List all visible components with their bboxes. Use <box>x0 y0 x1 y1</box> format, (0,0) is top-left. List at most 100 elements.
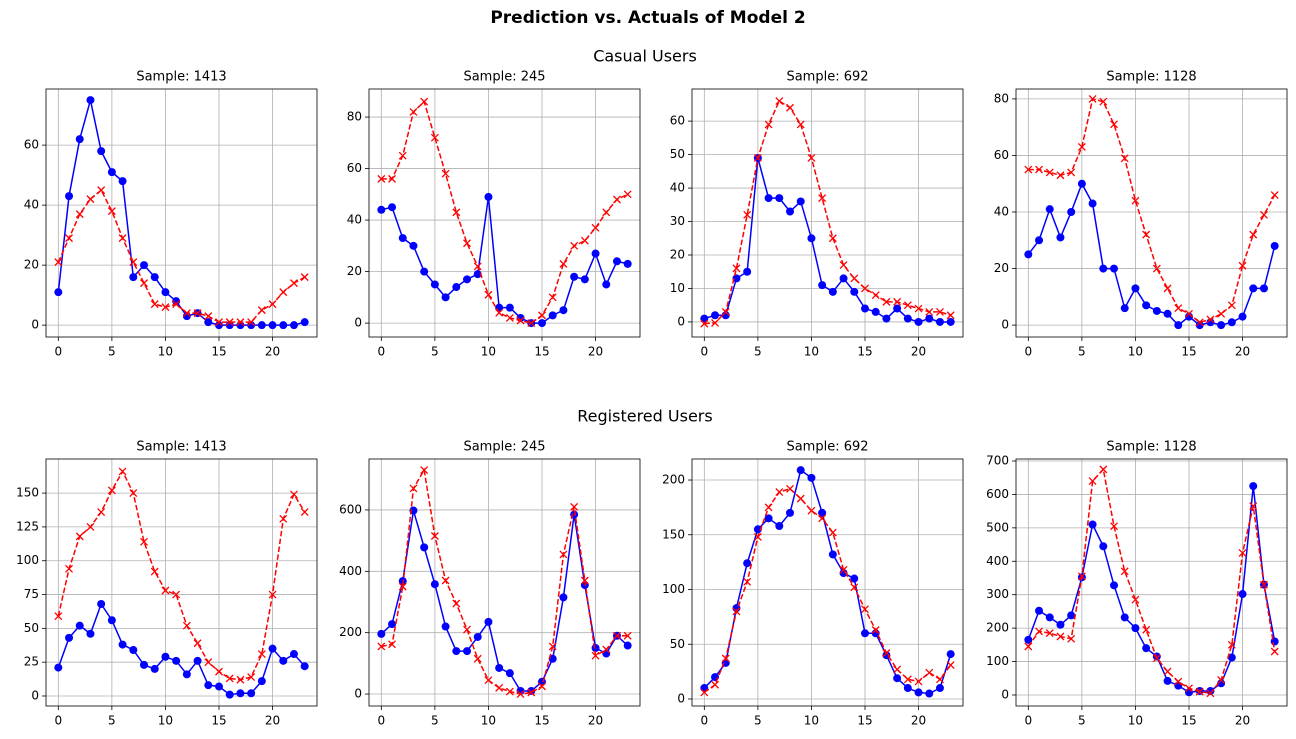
marker <box>1217 321 1226 330</box>
marker <box>129 489 138 498</box>
marker <box>925 314 934 323</box>
marker <box>732 274 741 283</box>
subplot: Sample: 1413 0 5 10 15 20 0 20 40 60 <box>24 70 318 359</box>
marker <box>580 275 589 284</box>
marker <box>236 675 245 684</box>
marker <box>1131 196 1140 205</box>
marker <box>204 681 213 690</box>
marker <box>118 640 127 649</box>
series-line <box>703 487 952 694</box>
marker <box>409 241 418 250</box>
marker <box>925 307 934 316</box>
x-tick-label: 0 <box>377 714 385 728</box>
series-line <box>1027 181 1276 327</box>
x-tick-label: 10 <box>158 714 173 728</box>
marker <box>871 291 880 300</box>
marker <box>1142 625 1151 634</box>
marker <box>796 494 805 503</box>
marker <box>860 629 869 638</box>
series-line <box>1028 97 1276 324</box>
marker <box>613 195 621 204</box>
marker <box>257 306 266 315</box>
x-tick-label: 20 <box>911 345 926 359</box>
marker <box>86 195 95 204</box>
marker <box>1067 208 1076 217</box>
series-line <box>57 188 306 323</box>
marker <box>225 318 234 327</box>
marker <box>1024 165 1033 174</box>
y-tick-label: 500 <box>986 520 1009 534</box>
marker <box>516 316 525 325</box>
marker <box>1056 632 1065 641</box>
marker <box>214 682 223 691</box>
marker <box>548 311 557 320</box>
y-tick-label: 100 <box>16 553 39 567</box>
marker <box>1260 210 1268 219</box>
marker <box>463 239 471 248</box>
marker <box>107 616 116 625</box>
marker <box>775 522 784 531</box>
marker <box>764 503 773 512</box>
marker <box>1195 687 1204 696</box>
marker <box>807 473 816 482</box>
marker <box>1227 301 1236 310</box>
row-title: Casual Users <box>593 47 697 66</box>
marker <box>1152 264 1161 273</box>
x-tick-label: 5 <box>431 345 439 359</box>
marker <box>1227 318 1236 327</box>
marker <box>247 673 256 682</box>
x-tick-label: 10 <box>1128 345 1143 359</box>
marker <box>946 317 955 326</box>
x-tick-label: 10 <box>158 345 173 359</box>
marker <box>538 682 546 691</box>
marker <box>1099 542 1108 551</box>
marker <box>182 670 191 679</box>
y-tick-label: 50 <box>670 147 685 161</box>
marker <box>377 205 386 214</box>
marker <box>430 280 439 289</box>
marker <box>279 288 288 297</box>
marker <box>548 642 557 651</box>
y-tick-label: 200 <box>662 473 685 487</box>
series-line <box>381 467 628 695</box>
subplot-title: Sample: 1128 <box>1106 440 1196 455</box>
y-tick-label: 20 <box>24 258 39 272</box>
x-tick-label: 0 <box>377 345 385 359</box>
marker <box>420 543 429 552</box>
marker <box>420 466 429 475</box>
marker <box>1035 606 1044 615</box>
marker <box>150 664 159 673</box>
marker <box>1249 482 1258 491</box>
marker <box>538 311 546 320</box>
marker <box>893 674 902 683</box>
marker <box>1131 624 1140 633</box>
marker <box>107 207 116 216</box>
y-tick-label: 0 <box>677 691 685 705</box>
marker <box>839 274 848 283</box>
marker <box>97 508 106 516</box>
marker <box>129 258 138 267</box>
marker <box>129 273 138 282</box>
marker <box>75 532 84 541</box>
marker <box>484 290 493 299</box>
x-tick-label: 5 <box>754 714 762 728</box>
marker <box>935 317 944 326</box>
x-tick-label: 15 <box>211 714 226 728</box>
y-tick-label: 25 <box>24 655 39 669</box>
series-line <box>381 196 628 324</box>
marker <box>775 194 784 203</box>
marker <box>721 307 730 316</box>
marker <box>257 650 266 659</box>
marker <box>1088 199 1097 208</box>
marker <box>409 484 418 493</box>
marker <box>97 186 106 195</box>
subplot: Sample: 1128 0 5 10 15 20 0 20 40 60 80 <box>994 70 1288 359</box>
marker <box>86 522 95 531</box>
marker <box>65 192 74 201</box>
marker <box>279 321 288 330</box>
x-tick-label: 0 <box>700 345 708 359</box>
series-line <box>381 100 629 324</box>
marker <box>300 273 309 282</box>
marker <box>1174 677 1183 686</box>
